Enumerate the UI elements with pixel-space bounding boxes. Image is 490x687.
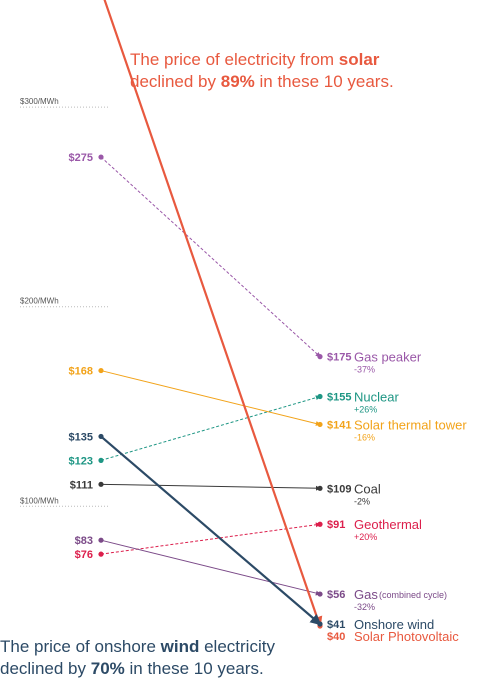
start-point: [98, 457, 104, 463]
end-point: [317, 354, 323, 360]
percent-change-label: -2%: [354, 496, 370, 506]
end-value-label: $175: [327, 352, 351, 364]
series-line-onshore-wind: [100, 435, 322, 626]
series-name-label: Onshore wind: [354, 617, 434, 632]
start-value-label: $111: [70, 479, 93, 491]
percent-change-label: -32%: [354, 602, 375, 612]
percent-change-label: +20%: [354, 532, 377, 542]
start-value-label: $83: [75, 535, 93, 547]
series-name-label: Solar Photovoltaic: [354, 629, 459, 644]
series-line-gas-peaker: [100, 156, 321, 358]
end-value-label: $56: [327, 589, 345, 601]
end-value-label: $41: [327, 619, 345, 631]
solar-annotation-pre: The price of electricity from: [130, 50, 339, 69]
end-value-label: $40: [327, 631, 345, 643]
end-point: [317, 421, 323, 428]
series-line-coal: [100, 483, 321, 491]
end-point: [317, 521, 323, 527]
series-name-label: Coal: [354, 481, 381, 496]
series-name-label: Gas peaker: [354, 350, 422, 365]
percent-change-label: -37%: [354, 365, 375, 375]
series-line-nuclear: [100, 395, 321, 461]
start-value-label: $275: [69, 152, 93, 164]
wind-annotation-post: in these 10 years.: [124, 659, 264, 678]
end-point: [317, 591, 323, 597]
series-name-label: Geothermal: [354, 517, 422, 532]
wind-annotation-mid: declined by: [0, 659, 91, 678]
solar-annotation-post: in these 10 years.: [254, 72, 394, 91]
end-point: [317, 621, 323, 627]
series-sub-label: (combined cycle): [379, 590, 447, 600]
start-value-label: $76: [75, 549, 93, 561]
gridline-label: $200/MWh: [20, 297, 59, 306]
end-point: [317, 393, 323, 400]
series-name-label: Solar thermal tower: [354, 417, 467, 432]
wind-annotation-post1: electricity: [199, 637, 275, 656]
end-value-label: $91: [327, 519, 345, 531]
start-value-label: $123: [69, 455, 93, 467]
solar-annotation-mid: declined by: [130, 72, 221, 91]
end-value-label: $141: [327, 419, 351, 431]
start-point: [98, 433, 104, 440]
start-point: [98, 537, 104, 543]
start-value-label: $135: [69, 431, 93, 443]
wind-annotation-bold: wind: [160, 637, 200, 656]
end-point: [317, 485, 323, 491]
series-line-solar-thermal-tower: [100, 370, 321, 426]
gridline-label: $300/MWh: [20, 97, 59, 106]
solar-annotation-bold: solar: [338, 50, 380, 69]
series-line-gas: [100, 539, 321, 596]
start-point: [98, 481, 104, 487]
percent-change-label: -16%: [354, 432, 375, 442]
percent-change-label: +26%: [354, 405, 377, 415]
start-value-label: $168: [69, 366, 93, 378]
series-name-label: Gas: [354, 587, 378, 602]
wind-annotation-pre: The price of onshore: [0, 637, 161, 656]
end-value-label: $155: [327, 392, 351, 404]
start-point: [98, 551, 104, 557]
start-point: [98, 367, 104, 374]
end-value-label: $109: [327, 483, 351, 495]
solar-annotation-pct: 89%: [220, 72, 255, 91]
solar-annotation: The price of electricity from solar decl…: [130, 49, 394, 93]
series-name-label: Nuclear: [354, 390, 399, 405]
wind-annotation: The price of onshore wind electricity de…: [0, 636, 275, 680]
series-line-solar-photovoltaic: [103, 0, 323, 628]
start-point: [98, 154, 104, 160]
gridline-label: $100/MWh: [20, 496, 59, 505]
wind-annotation-pct: 70%: [90, 659, 125, 678]
